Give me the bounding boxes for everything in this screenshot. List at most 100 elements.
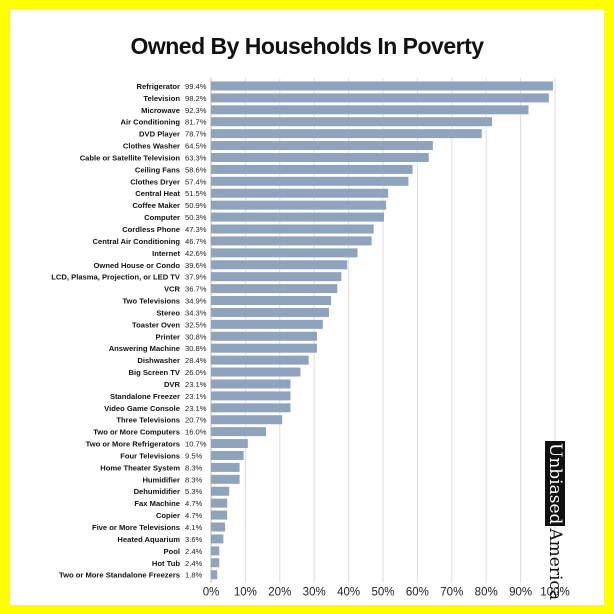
value-label: 34.3% <box>185 308 207 317</box>
value-label: 26.0% <box>185 368 207 377</box>
value-label: 4.7% <box>185 499 203 508</box>
category-label: Air Conditioning <box>121 118 181 127</box>
value-label: 8.3% <box>185 475 203 484</box>
category-label: Three Televisions <box>116 416 180 425</box>
x-tick-label: 70% <box>440 587 463 599</box>
bar <box>211 427 267 437</box>
value-label: 30.8% <box>185 344 207 353</box>
value-label: 63.3% <box>185 153 207 162</box>
category-label: Dehumidifier <box>134 487 180 496</box>
value-label: 8.3% <box>185 463 203 472</box>
value-label: 57.4% <box>185 177 207 186</box>
category-label: Clothes Dryer <box>130 177 180 186</box>
x-tick-label: 30% <box>303 587 326 599</box>
category-label: Stereo <box>156 308 180 317</box>
bar <box>211 105 529 115</box>
bar <box>211 450 244 460</box>
value-label: 81.7% <box>185 118 207 127</box>
bar <box>211 93 549 103</box>
value-label: 10.7% <box>185 440 207 449</box>
chart-title: Owned By Households In Poverty <box>130 33 484 59</box>
x-tick-label: 50% <box>371 587 394 599</box>
value-label: 16.0% <box>185 428 207 437</box>
bar <box>211 248 358 258</box>
brand-part-2: America <box>545 528 565 601</box>
bar <box>211 307 329 317</box>
value-label: 36.7% <box>185 285 207 294</box>
bar <box>211 546 220 556</box>
category-label: Two or More Computers <box>93 428 180 437</box>
value-label: 4.1% <box>185 523 203 532</box>
category-label: Home Theater System <box>100 463 180 472</box>
value-label: 3.6% <box>185 535 203 544</box>
category-label: Television <box>143 94 180 103</box>
category-label: Toaster Oven <box>132 320 180 329</box>
bar <box>211 439 248 449</box>
value-label: 58.6% <box>185 165 207 174</box>
value-label: 1.8% <box>185 571 203 580</box>
value-label: 92.3% <box>185 106 207 115</box>
value-label: 23.1% <box>185 392 207 401</box>
category-label: Answering Machine <box>109 344 180 353</box>
category-label: Owned House or Condo <box>94 261 181 270</box>
category-label: Hot Tub <box>152 559 180 568</box>
value-label: 39.6% <box>185 261 207 270</box>
bar <box>211 367 301 377</box>
value-label: 78.7% <box>185 130 207 139</box>
bar <box>211 522 226 532</box>
category-label: Pool <box>164 547 180 556</box>
value-label: 64.5% <box>185 142 207 151</box>
category-label: DVR <box>164 380 181 389</box>
category-label: Video Game Console <box>104 404 180 413</box>
x-tick-label: 100% <box>540 587 569 599</box>
category-label: Refrigerator <box>137 82 181 91</box>
bar <box>211 296 332 306</box>
bar <box>211 534 224 544</box>
bar <box>211 355 309 365</box>
x-tick-label: 40% <box>337 587 360 599</box>
value-label: 50.9% <box>185 201 207 210</box>
bar <box>211 260 348 270</box>
value-label: 34.9% <box>185 297 207 306</box>
value-label: 20.7% <box>185 416 207 425</box>
value-label: 23.1% <box>185 404 207 413</box>
value-label: 32.5% <box>185 320 207 329</box>
x-tick-label: 20% <box>268 587 291 599</box>
category-label: Computer <box>144 213 180 222</box>
bar <box>211 200 387 210</box>
bar <box>211 129 482 139</box>
category-label: Humidifier <box>142 475 180 484</box>
category-label: Central Heat <box>135 189 180 198</box>
bar <box>211 415 283 425</box>
bar <box>211 498 228 508</box>
x-tick-label: 0% <box>203 587 220 599</box>
bar <box>211 212 385 222</box>
bar-chart: 0% 10% 20% 30% 40% 50% 60% 70% 80% 90% 100% Refrige… <box>51 78 570 599</box>
value-label: 28.4% <box>185 356 207 365</box>
bar <box>211 284 338 294</box>
category-label: Ceiling Fans <box>135 165 180 174</box>
category-label: Microwave <box>141 106 180 115</box>
value-label: 2.4% <box>185 559 203 568</box>
bar <box>211 391 291 401</box>
bar <box>211 176 409 186</box>
value-label: 2.4% <box>185 547 203 556</box>
bar <box>211 379 291 389</box>
category-label: Two or More Refrigerators <box>86 440 180 449</box>
bar <box>211 486 230 496</box>
bar <box>211 331 317 341</box>
value-label: 47.3% <box>185 225 207 234</box>
bar <box>211 474 240 484</box>
category-label: Two or More Standalone Freezers <box>59 571 180 580</box>
bar <box>211 462 240 472</box>
category-label: Internet <box>152 249 180 258</box>
brand-logo: UnbiasedAmerica <box>544 441 566 600</box>
bar <box>211 319 323 329</box>
value-label: 99.4% <box>185 82 207 91</box>
bar <box>211 152 429 162</box>
bar <box>211 236 372 246</box>
category-label: Cable or Satellite Television <box>80 153 181 162</box>
category-label: Heated Aquarium <box>117 535 180 544</box>
value-label: 46.7% <box>185 237 207 246</box>
category-label: Central Air Conditioning <box>93 237 181 246</box>
